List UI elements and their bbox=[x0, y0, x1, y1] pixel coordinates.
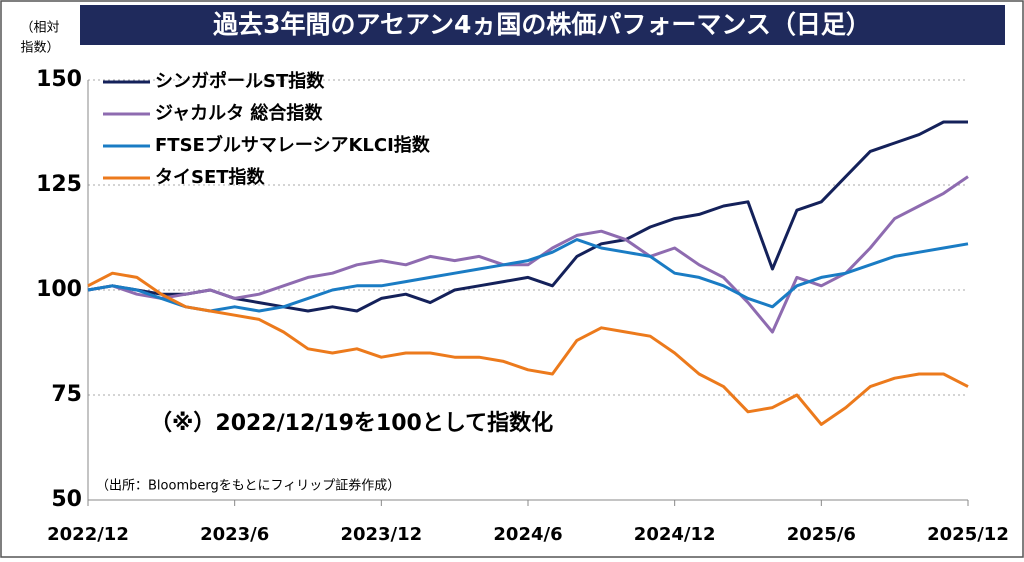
series-line bbox=[87, 238, 969, 313]
y-label: （相対 bbox=[20, 21, 59, 36]
y-tick-label: 100 bbox=[36, 277, 82, 302]
chart-title: 過去3年間のアセアン4ヵ国の株価パフォーマンス（日足） bbox=[213, 10, 871, 39]
x-tick-label: 2024/6 bbox=[493, 524, 562, 545]
x-tick-label: 2025/6 bbox=[787, 524, 856, 545]
series-line bbox=[87, 175, 969, 334]
legend-label: シンガポールST指数 bbox=[155, 70, 325, 92]
title-banner bbox=[80, 5, 1005, 45]
y-label: 指数） bbox=[20, 41, 59, 56]
source: （出所：Bloombergをもとにフィリップ証券作成） bbox=[96, 478, 400, 494]
y-tick-label: 150 bbox=[36, 67, 82, 92]
x-tick-label: 2023/6 bbox=[200, 524, 269, 545]
annotation: （※）2022/12/19を100として指数化 bbox=[150, 410, 553, 436]
y-tick-label: 125 bbox=[36, 172, 82, 197]
x-tick-label: 2024/12 bbox=[634, 524, 716, 545]
legend-label: ジャカルタ 総合指数 bbox=[155, 102, 323, 124]
x-tick-label: 2023/12 bbox=[340, 524, 422, 545]
legend-label: タイSET指数 bbox=[155, 166, 266, 188]
series-line bbox=[87, 271, 969, 426]
y-tick-label: 50 bbox=[51, 487, 82, 512]
legend-label: FTSEブルサマレーシアKLCI指数 bbox=[155, 134, 431, 156]
x-tick-label: 2025/12 bbox=[927, 524, 1009, 545]
x-tick-label: 2022/12 bbox=[47, 524, 129, 545]
y-tick-label: 75 bbox=[51, 382, 82, 407]
